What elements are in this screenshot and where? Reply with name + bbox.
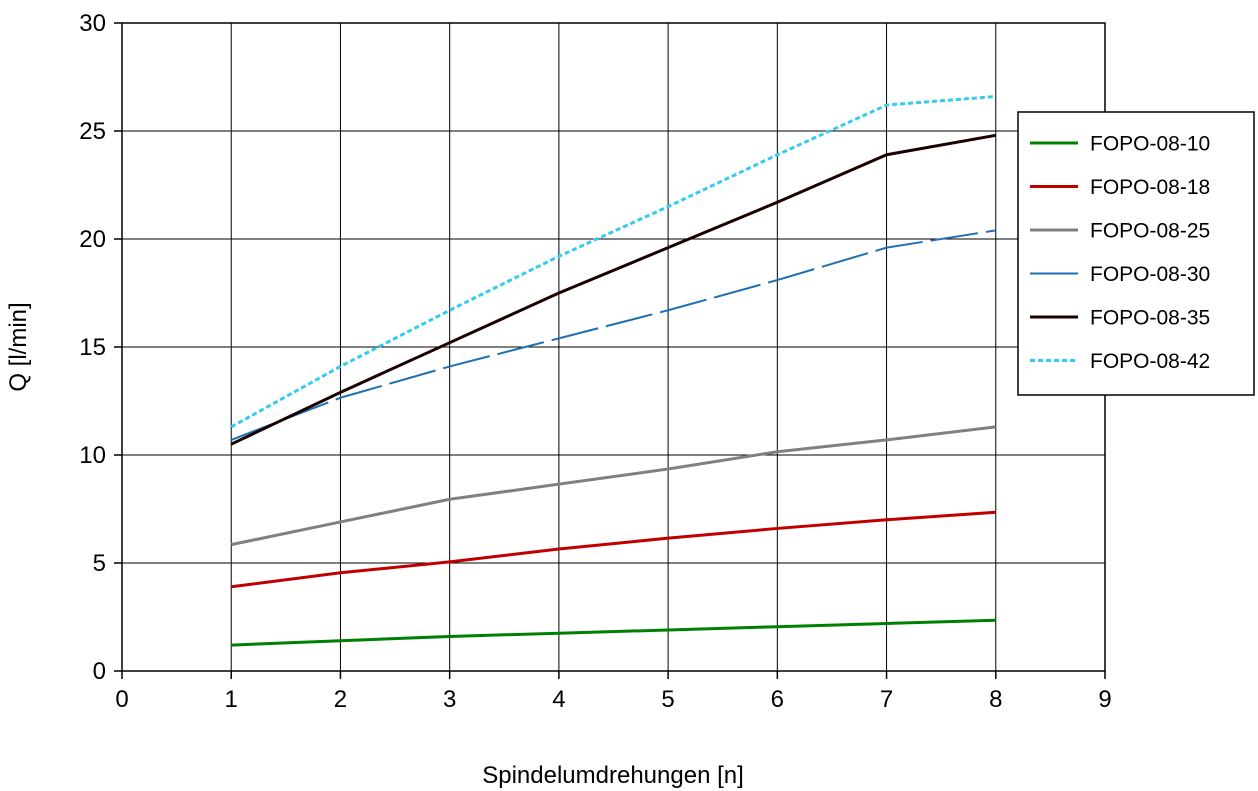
legend-label: FOPO-08-35 — [1090, 307, 1210, 330]
series-line-4 — [230, 229, 996, 441]
x-tick-label: 8 — [989, 686, 1002, 713]
y-tick-label: 15 — [79, 334, 106, 361]
x-tick-label: 3 — [443, 686, 456, 713]
legend-label: FOPO-08-10 — [1090, 133, 1210, 156]
series-line-5 — [230, 133, 997, 446]
legend-label: FOPO-08-25 — [1090, 220, 1210, 243]
y-tick-label: 5 — [93, 550, 106, 577]
x-tick-label: 1 — [225, 686, 238, 713]
x-tick-label: 2 — [334, 686, 347, 713]
x-tick-label: 4 — [552, 686, 565, 713]
series-line-1 — [231, 618, 996, 647]
legend-label: FOPO-08-18 — [1090, 176, 1210, 199]
x-tick-label: 5 — [661, 686, 674, 713]
series-layer — [230, 94, 997, 647]
x-tick-label: 9 — [1098, 686, 1111, 713]
y-tick-label: 0 — [93, 658, 106, 685]
x-axis-label: Spindelumdrehungen [n] — [482, 762, 744, 789]
y-tick-label: 20 — [79, 226, 106, 253]
x-tick-label: 7 — [880, 686, 893, 713]
x-tick-label: 0 — [115, 686, 128, 713]
y-tick-label: 25 — [79, 118, 106, 145]
series-line-3 — [230, 425, 996, 547]
legend-label: FOPO-08-42 — [1090, 350, 1210, 373]
legend-box — [1017, 111, 1255, 396]
tick-marks — [114, 22, 1106, 679]
y-tick-label: 30 — [79, 10, 106, 37]
legend: FOPO-08-10 FOPO-08-18 FOPO-08-25 FOPO-08-30… — [1017, 111, 1255, 396]
tick-labels: 0 1 2 3 4 5 6 7 8 9 0 5 10 15 20 25 30 — [79, 10, 1111, 713]
series-line-2 — [231, 510, 996, 589]
legend-label: FOPO-08-30 — [1090, 263, 1210, 286]
x-tick-label: 6 — [771, 686, 784, 713]
series-line-6 — [230, 94, 996, 429]
y-axis-label: Q [l/min] — [5, 302, 32, 391]
y-tick-label: 10 — [79, 442, 106, 469]
